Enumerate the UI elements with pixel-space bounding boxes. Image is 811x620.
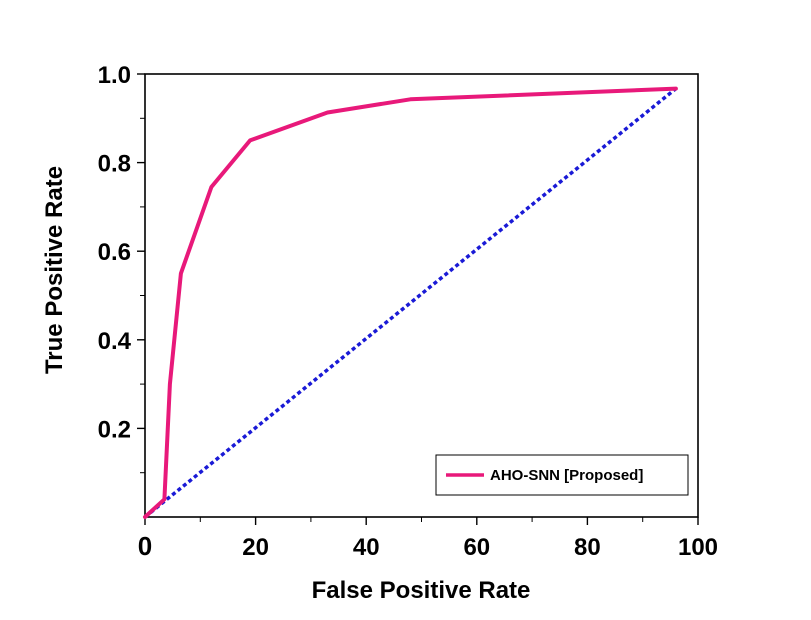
legend-label: AHO-SNN [Proposed] xyxy=(490,467,643,484)
x-tick-label: 80 xyxy=(574,534,601,561)
x-axis-title: False Positive Rate xyxy=(312,577,531,604)
y-tick-label: 0.6 xyxy=(98,239,131,266)
series-layer xyxy=(143,86,678,519)
x-tick-label: 100 xyxy=(678,534,718,561)
y-tick-label: 1.0 xyxy=(98,62,131,89)
x-axis-ticks: 0 20 40 60 80 100 xyxy=(138,517,718,561)
roc-curve-line xyxy=(143,86,678,519)
y-axis-ticks: 0.2 0.4 0.6 0.8 1.0 xyxy=(98,62,145,474)
chance-diagonal-line xyxy=(143,87,677,519)
x-tick-label: 60 xyxy=(463,534,490,561)
y-tick-label: 0.2 xyxy=(98,416,131,443)
y-tick-label: 0.4 xyxy=(98,328,132,355)
x-tick-label: 20 xyxy=(242,534,269,561)
x-tick-label: 0 xyxy=(138,531,152,561)
y-tick-label: 0.8 xyxy=(98,151,131,178)
x-tick-label: 40 xyxy=(353,534,380,561)
y-axis-title: True Positive Rate xyxy=(41,166,68,374)
legend: AHO-SNN [Proposed] xyxy=(435,454,689,496)
